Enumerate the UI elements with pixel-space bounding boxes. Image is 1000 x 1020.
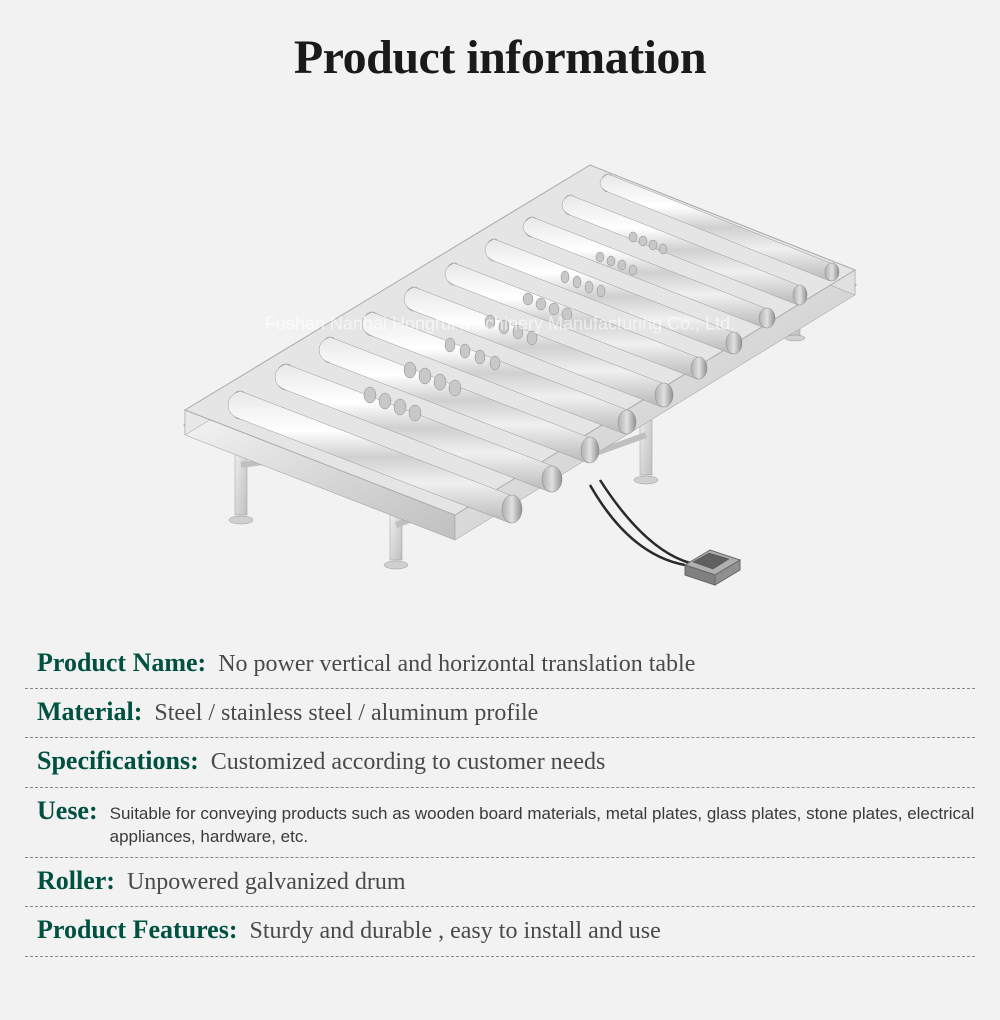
spec-row-features: Product Features: Sturdy and durable , e… <box>25 907 975 956</box>
spec-value: Suitable for conveying products such as … <box>110 802 975 850</box>
page-title: Product information <box>25 30 975 85</box>
spec-value: No power vertical and horizontal transla… <box>218 649 695 680</box>
spec-label: Specifications: <box>37 746 199 776</box>
spec-row-uses: Uese: Suitable for conveying products su… <box>25 788 975 859</box>
spec-label: Roller: <box>37 866 115 896</box>
spec-value: Customized according to customer needs <box>211 747 606 778</box>
spec-label: Uese: <box>37 796 98 826</box>
spec-row-product-name: Product Name: No power vertical and hori… <box>25 640 975 689</box>
spec-value: Unpowered galvanized drum <box>127 867 406 898</box>
product-image-area: Foshan Nanhai Hongrui Machinery Manufact… <box>25 110 975 620</box>
spec-label: Product Name: <box>37 648 206 678</box>
spec-value: Steel / stainless steel / aluminum profi… <box>154 698 538 729</box>
conveyor-illustration <box>110 125 890 605</box>
spec-row-specifications: Specifications: Customized according to … <box>25 738 975 787</box>
spec-row-roller: Roller: Unpowered galvanized drum <box>25 858 975 907</box>
spec-label: Product Features: <box>37 915 238 945</box>
specification-list: Product Name: No power vertical and hori… <box>25 640 975 957</box>
spec-label: Material: <box>37 697 142 727</box>
spec-row-material: Material: Steel / stainless steel / alum… <box>25 689 975 738</box>
spec-value: Sturdy and durable , easy to install and… <box>250 916 661 947</box>
